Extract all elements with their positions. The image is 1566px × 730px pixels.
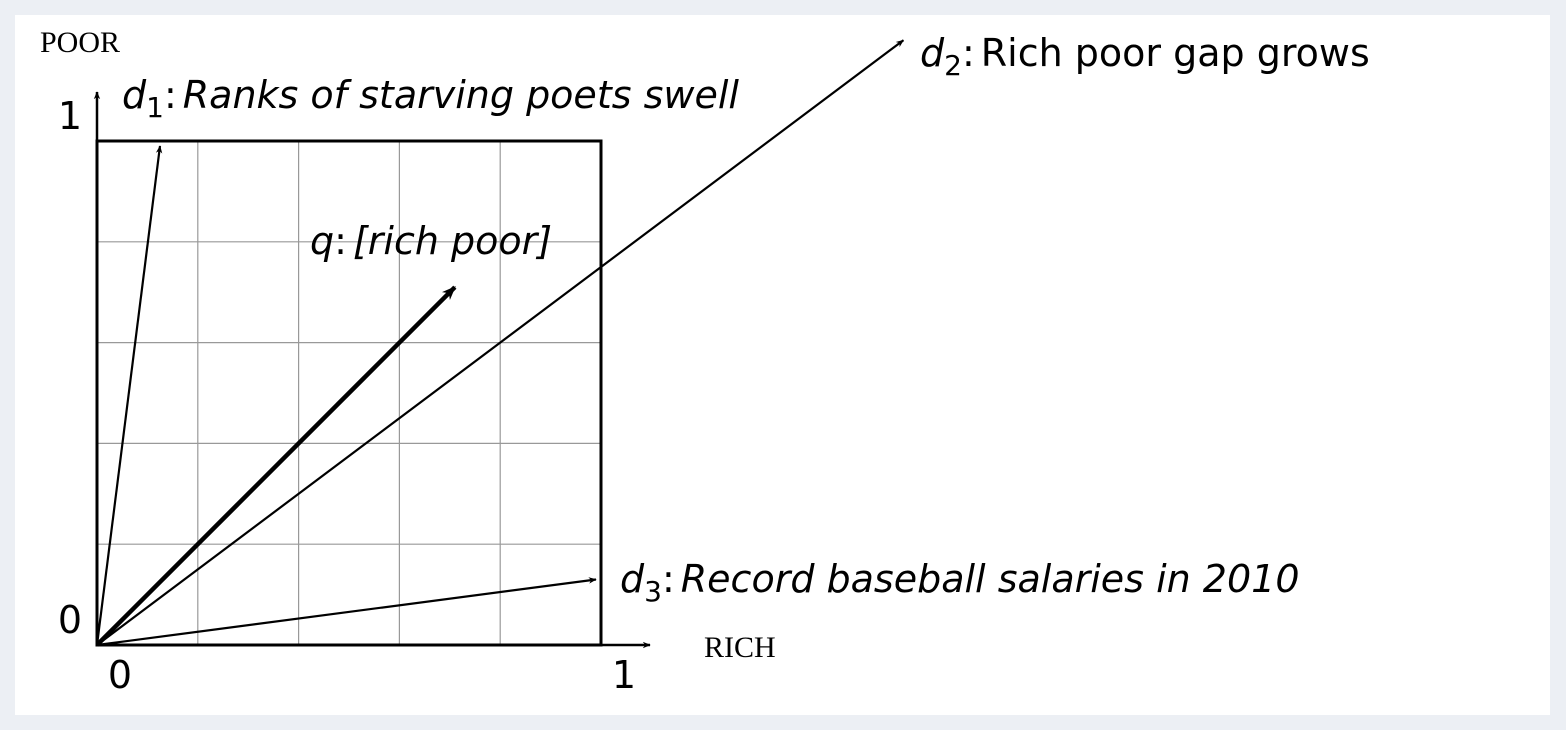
x-tick-label: 0 <box>108 653 132 697</box>
vector-label: d3: Record baseball salaries in 2010 <box>620 557 1300 608</box>
vector-text: Rich poor gap grows <box>981 31 1370 75</box>
y-axis-label: POOR <box>40 26 120 59</box>
vector-text: Record baseball salaries in 2010 <box>681 557 1300 601</box>
vector-name: d <box>122 73 147 117</box>
y-tick-label: 1 <box>58 94 82 138</box>
vector-name: d <box>620 557 645 601</box>
vector-name: d <box>920 31 945 75</box>
separator: : <box>962 31 975 75</box>
vector <box>95 145 163 646</box>
vector-label: q: [rich poor] <box>310 219 552 263</box>
vector-subscript: 2 <box>944 49 962 82</box>
vector-text: Ranks of starving poets swell <box>183 73 740 117</box>
vector-subscript: 1 <box>146 91 164 124</box>
vector <box>95 285 457 647</box>
panel <box>15 15 1550 715</box>
vector <box>96 39 905 646</box>
vector <box>96 577 597 647</box>
vector-subscript: 3 <box>644 575 662 608</box>
x-axis-label: RICH <box>704 631 776 664</box>
separator: : <box>164 73 177 117</box>
vector-text: [rich poor] <box>353 219 552 263</box>
separator: : <box>334 219 347 263</box>
vector-label: d2: Rich poor gap grows <box>920 31 1370 82</box>
vector-name: q <box>310 219 334 263</box>
vector-label: d1: Ranks of starving poets swell <box>122 73 739 124</box>
y-tick-label: 0 <box>58 598 82 642</box>
x-tick-label: 1 <box>612 653 636 697</box>
separator: : <box>662 557 675 601</box>
